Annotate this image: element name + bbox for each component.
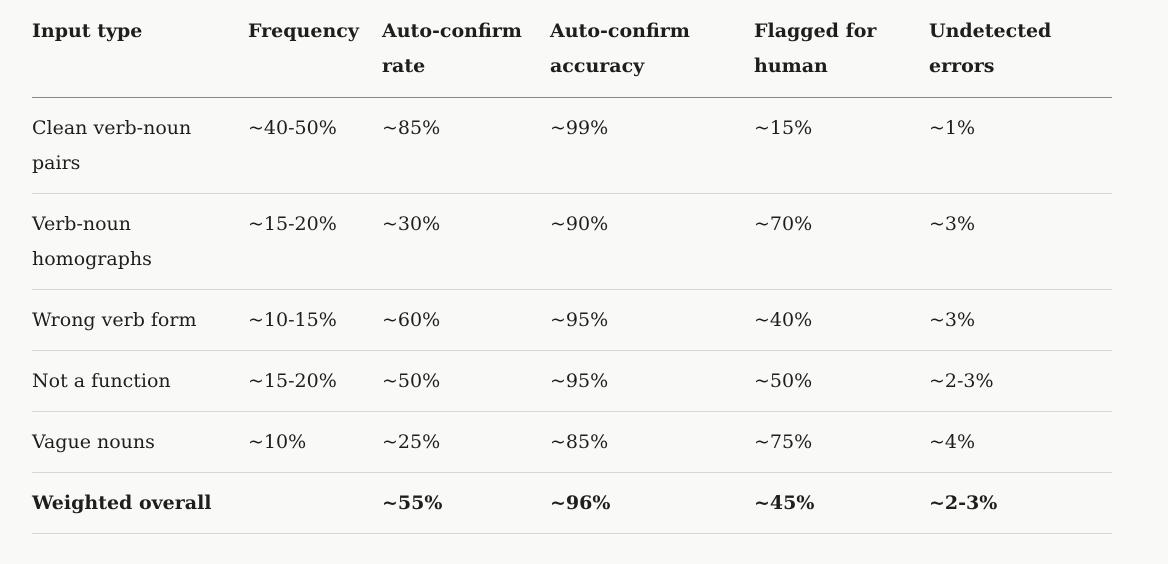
total-flagged-for-human: ~45% <box>754 472 929 534</box>
header-undetected-errors: Undetected errors <box>929 0 1112 98</box>
table-row: Clean verb-noun pairs ~40-50% ~85% ~99% … <box>32 97 1112 194</box>
cell-undetected-errors: ~3% <box>929 193 1112 290</box>
table-row: Not a function ~15-20% ~50% ~95% ~50% ~2… <box>32 350 1112 412</box>
cell-input-type: Wrong verb form <box>32 289 248 351</box>
cell-auto-confirm-accuracy: ~95% <box>550 289 754 351</box>
cell-auto-confirm-accuracy: ~95% <box>550 350 754 412</box>
cell-undetected-errors: ~3% <box>929 289 1112 351</box>
cell-input-type: Vague nouns <box>32 411 248 473</box>
cell-frequency: ~15-20% <box>248 193 382 290</box>
table-row: Verb-noun homographs ~15-20% ~30% ~90% ~… <box>32 193 1112 290</box>
cell-auto-confirm-accuracy: ~85% <box>550 411 754 473</box>
comparison-table: Input type Frequency Auto-confirm rate A… <box>32 0 1112 534</box>
cell-input-type: Clean verb-noun pairs <box>32 97 248 194</box>
cell-auto-confirm-rate: ~60% <box>382 289 550 351</box>
cell-flagged-for-human: ~50% <box>754 350 929 412</box>
cell-auto-confirm-accuracy: ~90% <box>550 193 754 290</box>
cell-frequency: ~10% <box>248 411 382 473</box>
header-flagged-for-human: Flagged for human <box>754 0 929 98</box>
cell-flagged-for-human: ~75% <box>754 411 929 473</box>
total-auto-confirm-rate: ~55% <box>382 472 550 534</box>
cell-input-type: Not a function <box>32 350 248 412</box>
total-auto-confirm-accuracy: ~96% <box>550 472 754 534</box>
total-label: Weighted overall <box>32 472 248 534</box>
cell-auto-confirm-rate: ~50% <box>382 350 550 412</box>
cell-flagged-for-human: ~70% <box>754 193 929 290</box>
header-input-type: Input type <box>32 0 248 98</box>
cell-flagged-for-human: ~15% <box>754 97 929 194</box>
header-auto-confirm-rate: Auto-confirm rate <box>382 0 550 98</box>
table-row: Wrong verb form ~10-15% ~60% ~95% ~40% ~… <box>32 289 1112 351</box>
cell-frequency: ~15-20% <box>248 350 382 412</box>
cell-auto-confirm-rate: ~30% <box>382 193 550 290</box>
table-total-row: Weighted overall ~55% ~96% ~45% ~2-3% <box>32 472 1112 534</box>
table-row: Vague nouns ~10% ~25% ~85% ~75% ~4% <box>32 411 1112 473</box>
cell-undetected-errors: ~1% <box>929 97 1112 194</box>
header-frequency: Frequency <box>248 0 382 98</box>
cell-frequency: ~40-50% <box>248 97 382 194</box>
cell-auto-confirm-rate: ~85% <box>382 97 550 194</box>
cell-undetected-errors: ~2-3% <box>929 350 1112 412</box>
cell-flagged-for-human: ~40% <box>754 289 929 351</box>
cell-undetected-errors: ~4% <box>929 411 1112 473</box>
header-auto-confirm-accuracy: Auto-confirm accuracy <box>550 0 754 98</box>
comparison-table-container: Input type Frequency Auto-confirm rate A… <box>32 0 1112 534</box>
total-frequency <box>248 472 382 534</box>
cell-auto-confirm-accuracy: ~99% <box>550 97 754 194</box>
total-undetected-errors: ~2-3% <box>929 472 1112 534</box>
table-header-row: Input type Frequency Auto-confirm rate A… <box>32 0 1112 98</box>
cell-auto-confirm-rate: ~25% <box>382 411 550 473</box>
cell-input-type: Verb-noun homographs <box>32 193 248 290</box>
cell-frequency: ~10-15% <box>248 289 382 351</box>
